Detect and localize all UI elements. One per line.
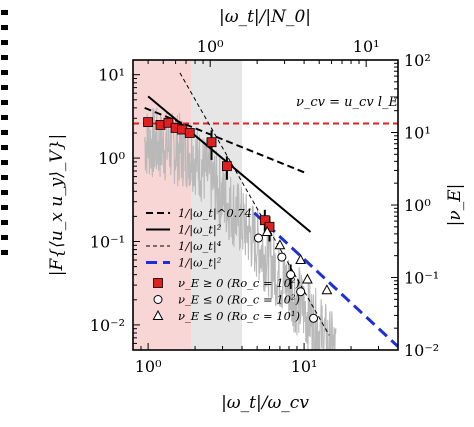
reference-line-0 — [144, 106, 308, 175]
reference-line-2 — [179, 72, 330, 336]
point-2-2 — [295, 253, 307, 264]
y-left-tick-label-2: 10⁰ — [98, 149, 125, 168]
x-tick-label-0: 10⁰ — [135, 357, 162, 376]
point-2-1 — [274, 239, 286, 250]
point-0-6 — [206, 137, 217, 148]
point-1-3 — [296, 287, 306, 297]
y-axis-left-title: |F{⟨u_x u_y⟩_V}| — [47, 134, 67, 276]
legend-marker-1 — [153, 295, 163, 304]
y-right-tick-label-4: 10² — [404, 51, 431, 70]
point-1-1 — [277, 252, 287, 262]
point-2-0 — [261, 225, 273, 236]
y-right-tick-label-3: 10¹ — [404, 124, 431, 143]
axis-ticks — [132, 59, 399, 351]
y-right-tick-label-0: 10⁻² — [404, 341, 439, 360]
legend-series-label-0: ν_E ≥ 0 (Ro_c = 10²) — [178, 276, 300, 290]
legend-marker-0 — [153, 278, 163, 288]
point-0-2 — [163, 117, 174, 128]
tick-labels: 10⁰ 10¹ 10⁰ 10¹ 10⁻² 10⁻¹ 10⁰ 10¹ 10⁻² 10⁻¹ 10⁰ 10¹… — [90, 37, 439, 376]
point-0-7 — [222, 161, 232, 172]
legend: 1/|ω_t|^0.741/|ω_t|²1/|ω_t|⁴1/|ω_t|²ν_E … — [146, 206, 300, 323]
y-left-tick-label-0: 10⁻² — [90, 316, 125, 335]
y-left-tick-label-3: 10¹ — [98, 66, 125, 85]
point-2-3 — [301, 273, 313, 284]
point-2-4 — [321, 284, 333, 295]
page-edge-fragment — [0, 0, 8, 350]
legend-label-0: 1/|ω_t|^0.74 — [178, 206, 252, 221]
data-points — [143, 117, 333, 323]
y-right-tick-label-1: 10⁻¹ — [404, 269, 439, 288]
x-tick-label-1: 10¹ — [291, 357, 318, 376]
y-axis-right-title: |ν_E| — [445, 184, 465, 227]
x-top-tick-label-1: 10¹ — [353, 37, 380, 56]
x-top-tick-label-0: 10⁰ — [197, 37, 224, 56]
legend-series-label-1: ν_E ≤ 0 (Ro_c = 10²) — [178, 293, 300, 307]
x-axis-title: |ω_t|/ω_cv — [221, 393, 309, 413]
x-axis-top-title: |ω_t|/|N_0| — [219, 7, 311, 27]
legend-series-label-2: ν_E ≤ 0 (Ro_c = 10¹) — [178, 309, 300, 323]
legend-marker-2 — [152, 309, 164, 320]
point-1-4 — [309, 313, 319, 323]
point-0-5 — [184, 128, 195, 138]
reference-line-3 — [253, 211, 398, 348]
point-0-0 — [143, 117, 154, 128]
y-right-tick-label-2: 10⁰ — [404, 196, 431, 215]
point-1-0 — [253, 233, 263, 243]
legend-label-3: 1/|ω_t|² — [178, 256, 222, 271]
point-1-2 — [286, 270, 296, 280]
annotation-nu-cv: ν_cv = u_cv l_E — [296, 95, 398, 110]
y-left-tick-label-1: 10⁻¹ — [90, 232, 125, 251]
legend-label-2: 1/|ω_t|⁴ — [178, 239, 222, 254]
shaded-region-0 — [133, 60, 192, 350]
legend-label-1: 1/|ω_t|² — [178, 223, 222, 238]
